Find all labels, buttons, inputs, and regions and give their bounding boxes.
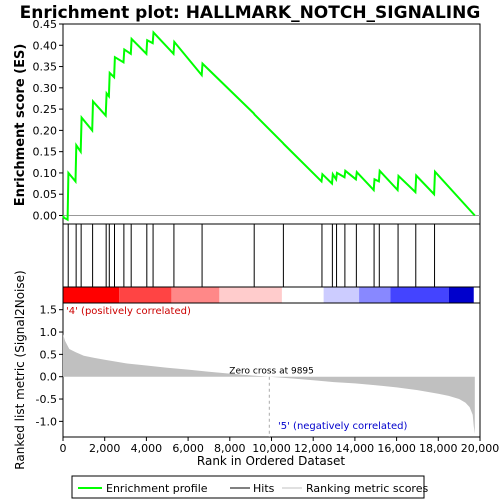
metric-x-tick-label: 0 xyxy=(60,442,67,455)
es-y-tick-label: 0.15 xyxy=(33,146,58,159)
hits-panel xyxy=(62,223,481,288)
metric-x-tick-label: 4,000 xyxy=(131,442,163,455)
metric-x-tick-label: 16,000 xyxy=(377,442,416,455)
rank-bar-segment xyxy=(171,287,220,303)
legend-profile-label: Enrichment profile xyxy=(106,482,208,495)
rank-bar-segment xyxy=(281,287,324,303)
metric-x-tick-label: 14,000 xyxy=(336,442,375,455)
rank-bar-segment xyxy=(359,287,391,303)
metric-x-tick-label: 2,000 xyxy=(89,442,121,455)
es-y-tick-label: 0.45 xyxy=(33,18,58,31)
metric-y-ticks: 1.5 1.0 0.5 0.0 -0.5 -1.0 xyxy=(36,304,63,428)
chart-title: Enrichment plot: HALLMARK_NOTCH_SIGNALIN… xyxy=(20,3,481,23)
metric-x-ticks: 0 2,000 4,000 6,000 8,000 10,000 12,000 14,000 1… xyxy=(60,437,500,455)
rank-bar-segment xyxy=(119,287,172,303)
metric-x-tick-label: 12,000 xyxy=(294,442,333,455)
ranking-metric-area xyxy=(63,334,475,434)
rank-bar-segment xyxy=(448,287,474,303)
es-y-tick-label: 0.30 xyxy=(33,82,58,95)
metric-x-axis-label: Rank in Ordered Dataset xyxy=(197,454,345,468)
legend-hits-label: Hits xyxy=(253,482,275,495)
enrichment-profile-line xyxy=(62,30,476,222)
es-y-axis-label: Enrichment score (ES) xyxy=(13,44,28,207)
zero-cross-label: Zero cross at 9895 xyxy=(229,367,314,377)
metric-y-tick-label: 0.0 xyxy=(40,371,58,384)
metric-x-tick-label: 8,000 xyxy=(214,442,246,455)
es-y-tick-label: 0.20 xyxy=(33,124,58,137)
rank-bar-segment xyxy=(63,287,120,303)
positive-label: '4' (positively correlated) xyxy=(66,306,191,317)
legend-metric-label: Ranking metric scores xyxy=(306,482,428,495)
es-panel xyxy=(62,23,481,225)
negative-label: '5' (negatively correlated) xyxy=(278,421,407,432)
metric-y-tick-label: 1.0 xyxy=(40,326,58,339)
metric-y-axis-label: Ranked list metric (Signal2Noise) xyxy=(13,270,27,469)
rank-color-bar xyxy=(63,287,474,303)
rank-bar-segment xyxy=(219,287,282,303)
metric-y-tick-label: 0.5 xyxy=(40,348,58,361)
metric-x-tick-label: 6,000 xyxy=(172,442,204,455)
rank-bar-segment xyxy=(390,287,449,303)
es-y-tick-label: 0.05 xyxy=(33,188,58,201)
metric-x-tick-label: 18,000 xyxy=(419,442,458,455)
metric-x-tick-label: 20,000 xyxy=(461,442,500,455)
metric-y-tick-label: -0.5 xyxy=(36,393,57,406)
metric-x-tick-label: 10,000 xyxy=(252,442,291,455)
es-y-tick-label: 0.35 xyxy=(33,61,58,74)
es-y-ticks: 0.00 0.05 0.10 0.15 0.20 0.25 0.30 0.35 0.40 0.45 xyxy=(33,18,63,222)
es-y-tick-label: 0.10 xyxy=(33,167,58,180)
metric-y-tick-label: -1.0 xyxy=(36,415,57,428)
metric-y-tick-label: 1.5 xyxy=(40,304,58,317)
es-y-tick-label: 0.25 xyxy=(33,103,58,116)
hits-ticks xyxy=(67,224,436,287)
es-y-tick-label: 0.40 xyxy=(33,39,58,52)
rank-bar-segment xyxy=(323,287,360,303)
legend-box xyxy=(71,475,425,499)
es-y-tick-label: 0.00 xyxy=(33,209,58,222)
